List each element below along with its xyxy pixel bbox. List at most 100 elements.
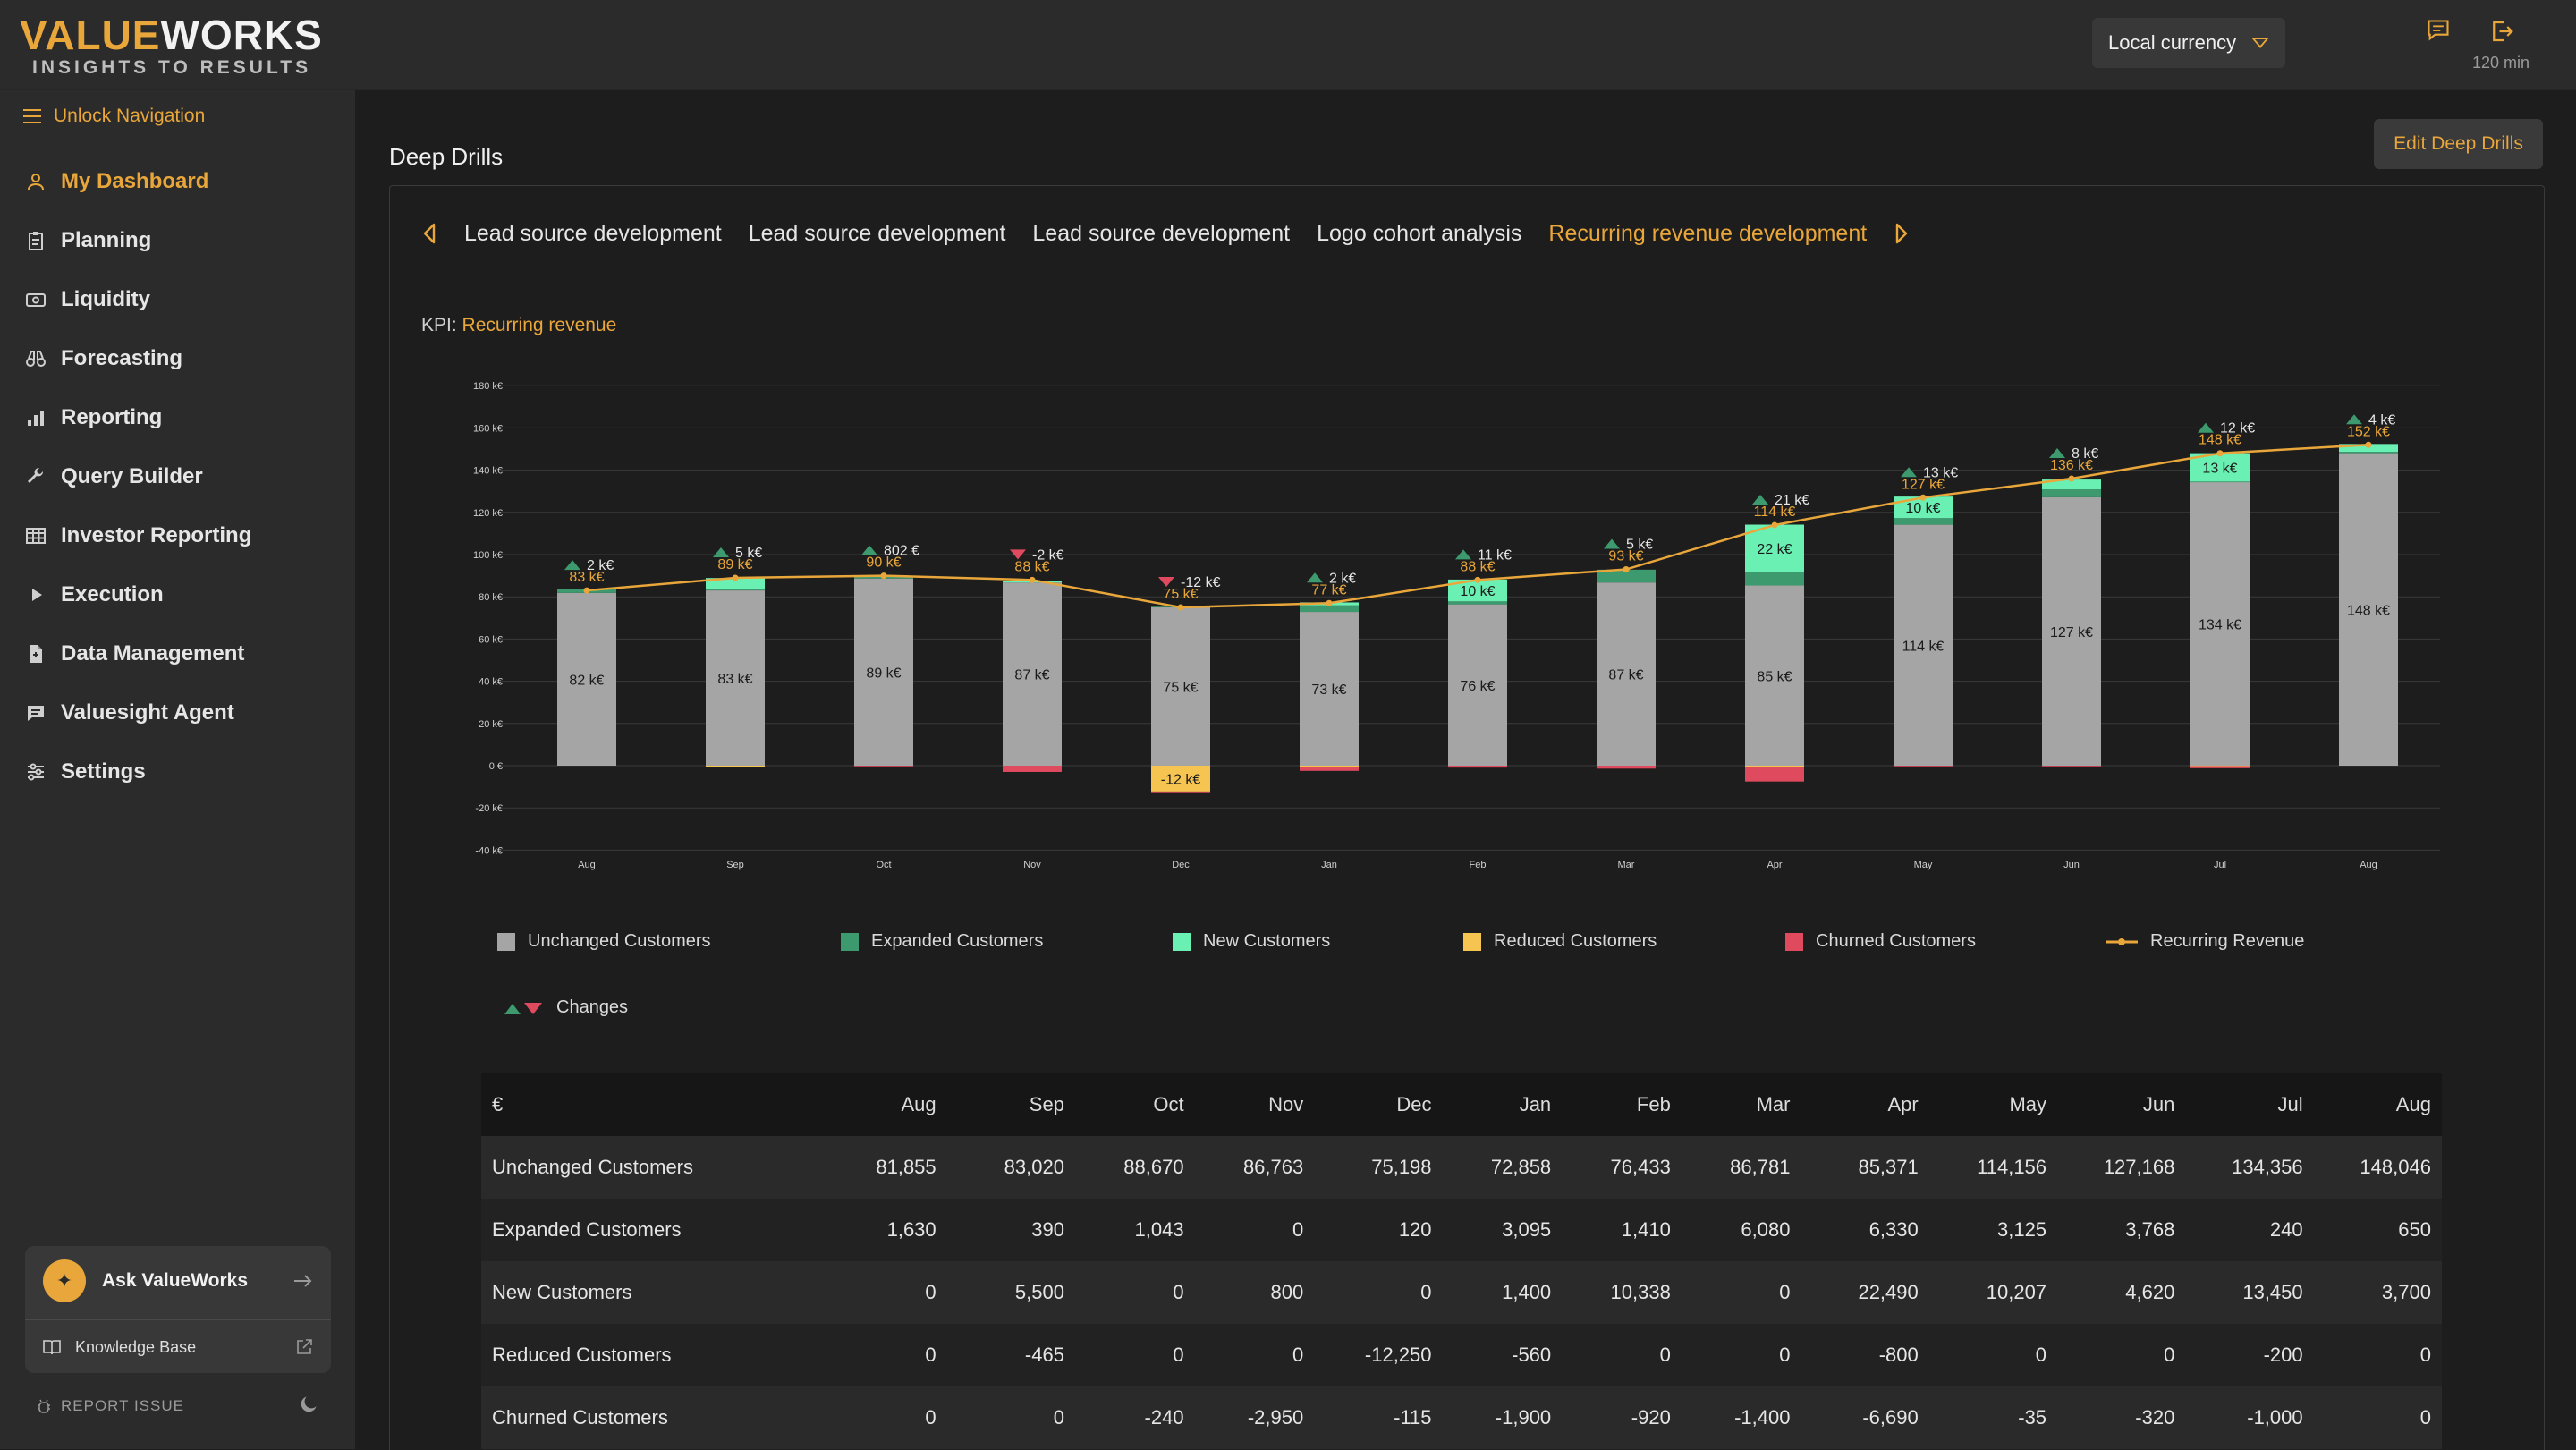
table-cell: -800	[1878, 1344, 1919, 1366]
legend-unchanged[interactable]: Unchanged Customers	[497, 931, 711, 952]
table-cell: 127,168	[2103, 1156, 2175, 1178]
legend-new[interactable]: New Customers	[1173, 931, 1330, 952]
tab-lead-source-3[interactable]: Lead source development	[1032, 220, 1291, 246]
bar-segment-churned-customers	[1745, 767, 1804, 782]
legend-changes[interactable]: Changes	[503, 997, 628, 1018]
report-issue-button[interactable]: REPORT ISSUE	[36, 1397, 184, 1415]
change-up-icon	[1455, 549, 1471, 560]
y-tick-label: 40 k€	[479, 677, 503, 688]
sidebar-item-query-builder[interactable]: Query Builder	[25, 464, 203, 489]
table-cell: 0	[1659, 1344, 1671, 1366]
sidebar-item-label: Planning	[61, 228, 152, 252]
chevron-left-icon[interactable]	[421, 222, 437, 245]
kpi-label: KPI: Recurring revenue	[421, 315, 616, 336]
segment-value-label: 10 k€	[1460, 584, 1495, 599]
table-header-cell: Dec	[1396, 1093, 1432, 1115]
bar-segment-unchanged-customers	[1745, 585, 1804, 766]
tab-lead-source-2[interactable]: Lead source development	[748, 220, 1006, 246]
legend-swatch	[1173, 932, 1191, 951]
data-table: € Aug Sep Oct Nov Dec Jan Feb Mar Apr Ma…	[481, 1073, 2442, 1449]
table-cell: 390	[1031, 1218, 1064, 1241]
knowledge-base-link[interactable]: Knowledge Base	[43, 1334, 313, 1361]
table-cell: 0	[1173, 1344, 1184, 1366]
table-cell: 0	[925, 1281, 936, 1303]
recurring-revenue-label: 77 k€	[1311, 582, 1346, 598]
sidebar-item-settings[interactable]: Settings	[25, 759, 146, 784]
sidebar-item-reporting[interactable]: Reporting	[25, 405, 162, 430]
table-header-cell: Feb	[1636, 1093, 1671, 1115]
recurring-revenue-point	[583, 587, 590, 594]
table-cell: 1,400	[1502, 1281, 1552, 1303]
bar-segment-churned-customers	[2042, 766, 2101, 767]
legend-recurring-revenue[interactable]: Recurring Revenue	[2106, 931, 2304, 952]
unlock-navigation-label: Unlock Navigation	[54, 106, 206, 126]
table-cell: 800	[1270, 1281, 1304, 1303]
unlock-navigation-button[interactable]: Unlock Navigation	[23, 106, 205, 127]
change-up-icon	[713, 547, 729, 557]
change-label: 5 k€	[1626, 538, 1653, 553]
bar-segment-churned-customers	[1597, 766, 1656, 769]
bar-segment-unchanged-customers	[2042, 496, 2101, 766]
bar-value-label: 85 k€	[1757, 669, 1792, 684]
chevron-right-icon[interactable]	[1894, 222, 1910, 245]
table-cell: -320	[2135, 1406, 2175, 1429]
legend-reduced[interactable]: Reduced Customers	[1463, 931, 1657, 952]
logout-icon[interactable]	[2488, 18, 2515, 45]
wrench-icon	[28, 467, 44, 483]
clipboard-icon	[29, 232, 43, 250]
bar-segment-unchanged-customers	[706, 590, 765, 766]
sidebar-item-data-management[interactable]: Data Management	[25, 641, 244, 666]
change-up-icon	[1901, 467, 1917, 478]
bar-value-label: 75 k€	[1163, 680, 1198, 695]
change-label: 4 k€	[2368, 412, 2395, 428]
tab-lead-source-1[interactable]: Lead source development	[464, 220, 722, 246]
table-cell: 1,043	[1134, 1218, 1184, 1241]
bar-value-label: 148 k€	[2347, 603, 2390, 618]
legend-swatch	[1785, 932, 1803, 951]
sidebar-item-forecasting[interactable]: Forecasting	[25, 346, 182, 371]
table-header-cell: Jun	[2142, 1093, 2175, 1115]
legend-label: Changes	[556, 997, 629, 1017]
change-up-icon	[1307, 572, 1323, 583]
page-title: Deep Drills	[389, 143, 504, 170]
ask-valueworks-button[interactable]: ✦ Ask ValueWorks	[43, 1259, 313, 1302]
sidebar-item-my-dashboard[interactable]: My Dashboard	[25, 169, 208, 194]
tab-logo-cohort[interactable]: Logo cohort analysis	[1317, 220, 1522, 246]
table-cell: 0	[1053, 1406, 1064, 1429]
knowledge-base-label: Knowledge Base	[75, 1337, 197, 1356]
bar-value-label: 89 k€	[866, 666, 901, 681]
kpi-prefix: KPI:	[421, 315, 457, 335]
sidebar-item-execution[interactable]: Execution	[25, 582, 164, 607]
sidebar-item-liquidity[interactable]: Liquidity	[25, 287, 150, 312]
change-up-icon	[1604, 538, 1620, 549]
report-issue-label: REPORT ISSUE	[61, 1397, 184, 1414]
legend-label: Recurring Revenue	[2150, 931, 2305, 951]
bar-segment-reduced-customers	[2190, 766, 2250, 767]
table-cell: 3,125	[1996, 1218, 2047, 1241]
bar-segment-reduced-customers	[706, 766, 765, 767]
dark-mode-toggle-icon[interactable]	[297, 1393, 320, 1416]
table-cell: 134,356	[2232, 1156, 2303, 1178]
table-cell: 5,500	[1014, 1281, 1064, 1303]
currency-select[interactable]: Local currency	[2092, 18, 2285, 68]
edit-deep-drills-button[interactable]: Edit Deep Drills	[2374, 119, 2543, 169]
x-tick-label: Apr	[1767, 860, 1782, 870]
table-cell: -6,690	[1862, 1406, 1919, 1429]
sidebar-item-planning[interactable]: Planning	[25, 228, 151, 253]
change-up-icon	[1752, 494, 1768, 505]
table-row-label: Expanded Customers	[492, 1218, 682, 1241]
sidebar-item-investor-reporting[interactable]: Investor Reporting	[25, 523, 251, 548]
legend-expanded[interactable]: Expanded Customers	[841, 931, 1043, 952]
logo[interactable]: VALUEWORKS INSIGHTS TO RESULTS	[20, 13, 323, 79]
table-row: Reduced Customers 0 -465 0 0 -12,250 -560 0 0 -80…	[481, 1324, 2442, 1386]
bar-segment-unchanged-customers	[1894, 524, 1953, 766]
y-tick-label: 60 k€	[479, 634, 503, 645]
recurring-revenue-label: 89 k€	[717, 557, 752, 572]
external-link-icon	[297, 1339, 312, 1354]
sidebar-item-valuesight-agent[interactable]: Valuesight Agent	[25, 700, 234, 725]
legend-churned[interactable]: Churned Customers	[1785, 931, 1976, 952]
tab-recurring-revenue[interactable]: Recurring revenue development	[1548, 220, 1868, 246]
bar-segment-unchanged-customers	[2190, 481, 2250, 766]
feedback-icon[interactable]	[2426, 18, 2451, 43]
recurring-revenue-point	[880, 572, 887, 580]
